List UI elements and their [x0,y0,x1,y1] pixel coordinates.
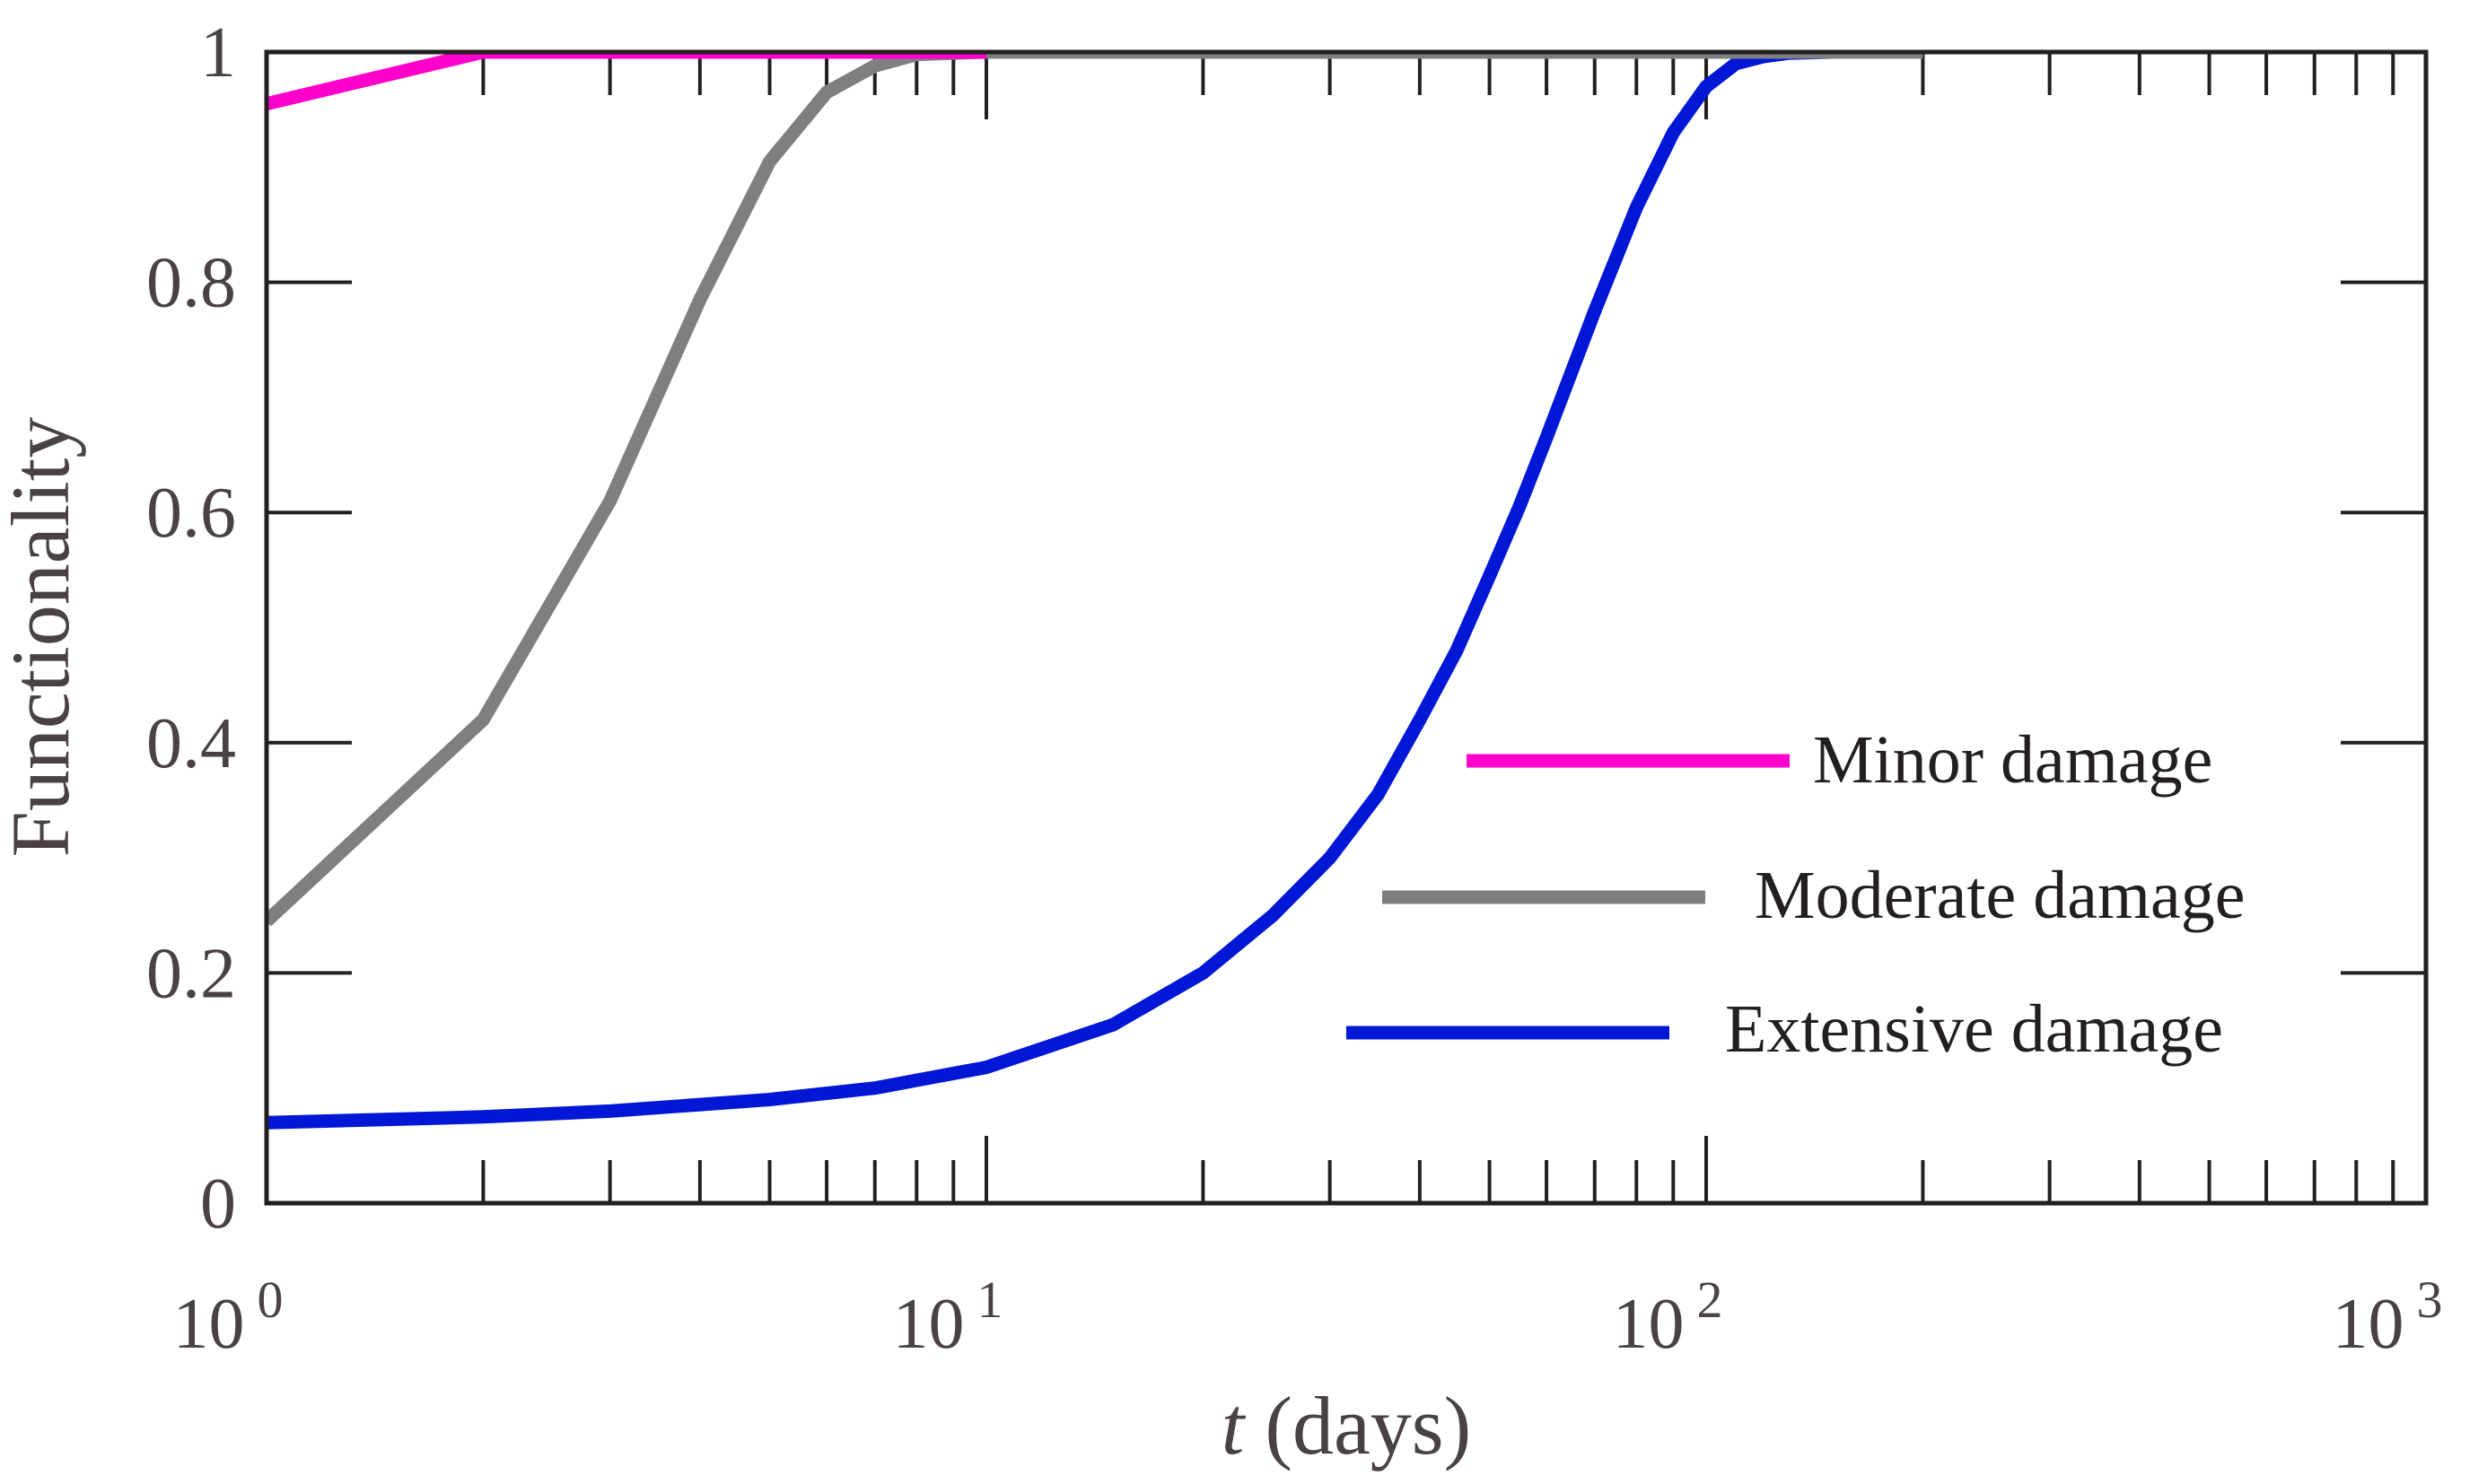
legend-label: Minor damage [1813,722,2212,798]
y-axis-title: Functionality [0,417,86,858]
x-tick-base: 10 [1613,1285,1685,1364]
series-line-extensive-damage [267,52,1923,1130]
series-line-moderate-damage [267,52,1923,927]
y-tick-label: 0.4 [146,704,236,783]
y-tick-label: 1 [200,13,236,92]
x-axis-title: t (days) [1222,1380,1471,1471]
x-tick-label: 10 0 [173,1270,284,1364]
x-tick-base: 10 [893,1285,965,1364]
x-tick-exponent: 1 [977,1270,1003,1329]
x-tick-exponent: 3 [2417,1270,2443,1329]
legend: Minor damage Moderate damage Extensive dam… [1346,722,2246,1067]
series-layer [267,52,1923,1130]
y-tick-label: 0.8 [146,244,236,323]
y-tick-label: 0.2 [146,934,236,1013]
series-line-minor-damage [267,52,986,110]
x-axis-title-unit: (days) [1244,1380,1471,1471]
x-tick-base: 10 [173,1285,245,1364]
x-tick-exponent: 2 [1697,1270,1723,1329]
x-axis-title-variable: t [1222,1380,1247,1471]
y-tick-label: 0.6 [146,474,236,553]
x-tick-exponent: 0 [258,1270,284,1329]
legend-label: Extensive damage [1725,991,2223,1067]
x-tick-label: 10 1 [893,1270,1003,1364]
y-tick-label: 0 [200,1165,236,1244]
x-tick-base: 10 [2333,1285,2404,1364]
legend-label: Moderate damage [1755,858,2246,933]
x-tick-label: 10 2 [1613,1270,1723,1364]
plot-frame [264,49,2429,1206]
x-tick-label: 10 3 [2333,1270,2443,1364]
